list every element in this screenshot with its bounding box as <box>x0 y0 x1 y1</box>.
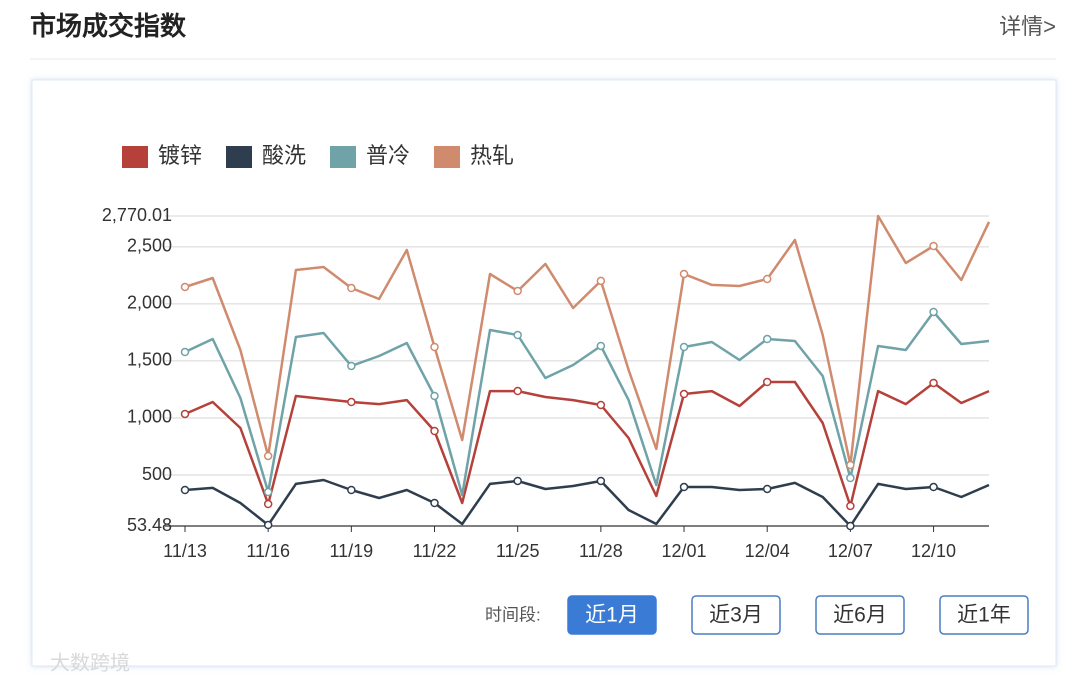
details-link[interactable]: 详情> <box>999 14 1056 39</box>
point-marker <box>430 391 439 401</box>
point-marker <box>263 487 273 497</box>
series-line <box>184 380 990 508</box>
time-filter: 时间段: 近1月 近3月 近6月 近1年 <box>485 595 1029 635</box>
point-marker <box>263 520 273 530</box>
point-marker <box>180 409 190 419</box>
x-tick-label: 12/10 <box>911 541 956 561</box>
point-marker <box>347 361 356 371</box>
point-marker <box>762 377 772 387</box>
point-marker <box>679 269 689 279</box>
y-tick-label: 2,000 <box>127 293 172 313</box>
point-marker <box>180 282 190 292</box>
point-marker <box>263 499 273 509</box>
chart-card <box>31 79 1057 667</box>
legend-label: 酸洗 <box>262 143 306 168</box>
legend-swatch <box>330 146 356 168</box>
point-marker <box>846 501 855 511</box>
x-tick-label: 11/19 <box>329 541 373 561</box>
button-bg <box>939 595 1029 635</box>
x-tick-label: 11/13 <box>163 541 207 561</box>
point-marker <box>762 274 772 284</box>
point-marker <box>596 400 606 410</box>
point-marker <box>846 521 855 531</box>
x-tick-label: 11/22 <box>413 541 457 561</box>
point-marker <box>679 342 689 352</box>
legend-swatch <box>122 146 148 168</box>
button-label: 近6月 <box>833 604 887 627</box>
series-line <box>184 310 990 497</box>
legend-label: 镀锌 <box>158 143 202 168</box>
x-tick-label: 11/28 <box>579 541 623 561</box>
legend-label: 普冷 <box>366 143 410 168</box>
legend-swatch <box>226 146 252 168</box>
button-bg <box>691 595 781 635</box>
point-marker <box>929 307 938 317</box>
point-marker <box>430 426 439 436</box>
series-line <box>184 214 991 467</box>
y-tick-label: 2,500 <box>127 236 172 256</box>
point-marker <box>347 397 356 407</box>
point-marker <box>180 347 190 357</box>
point-marker <box>762 334 772 344</box>
point-marker <box>430 498 439 508</box>
y-tick-label: 1,500 <box>127 350 172 370</box>
point-marker <box>846 460 855 470</box>
point-marker <box>347 283 356 293</box>
point-marker <box>180 485 190 495</box>
filter-button[interactable]: 近1年 <box>939 595 1029 635</box>
point-marker <box>679 389 689 399</box>
series-line <box>184 478 990 528</box>
point-marker <box>929 241 938 251</box>
x-tick-label: 12/07 <box>828 541 873 561</box>
point-marker <box>596 341 606 351</box>
legend-swatch <box>434 146 460 168</box>
watermark: 大数跨境 <box>50 651 130 674</box>
y-tick-label: 2,770.01 <box>102 205 172 225</box>
point-marker <box>513 386 522 396</box>
filter-label: 时间段: <box>485 605 541 624</box>
point-marker <box>263 451 273 461</box>
point-marker <box>596 276 606 286</box>
x-tick-label: 11/16 <box>246 541 290 561</box>
button-label: 近3月 <box>709 604 763 627</box>
point-marker <box>679 482 689 492</box>
legend-label: 热轧 <box>470 143 514 168</box>
point-marker <box>762 484 772 494</box>
point-marker <box>846 473 855 483</box>
point-marker <box>513 286 522 296</box>
point-marker <box>347 485 356 495</box>
x-tick-label: 12/04 <box>745 541 790 561</box>
chart: 53.48 500 1,000 1,500 2,000 2,500 2,770.01 11/1… <box>102 143 991 561</box>
point-marker <box>929 378 938 388</box>
x-tick-label: 11/25 <box>496 541 540 561</box>
point-marker <box>513 330 522 340</box>
point-marker <box>430 342 439 352</box>
filter-button[interactable]: 近3月 <box>691 595 781 635</box>
button-bg <box>567 595 657 635</box>
y-tick-label: 1,000 <box>127 407 172 427</box>
point-marker <box>929 482 938 492</box>
point-marker <box>513 476 522 486</box>
button-label: 近1年 <box>957 604 1011 627</box>
button-bg <box>815 595 905 635</box>
page-title: 市场成交指数 <box>30 11 187 41</box>
x-tick-label: 12/01 <box>662 541 707 561</box>
point-marker <box>596 476 606 486</box>
filter-button[interactable]: 近1月 <box>567 595 657 635</box>
y-tick-label: 53.48 <box>127 515 172 535</box>
button-label: 近1月 <box>585 604 639 627</box>
y-tick-label: 500 <box>142 464 172 484</box>
filter-button[interactable]: 近6月 <box>815 595 905 635</box>
